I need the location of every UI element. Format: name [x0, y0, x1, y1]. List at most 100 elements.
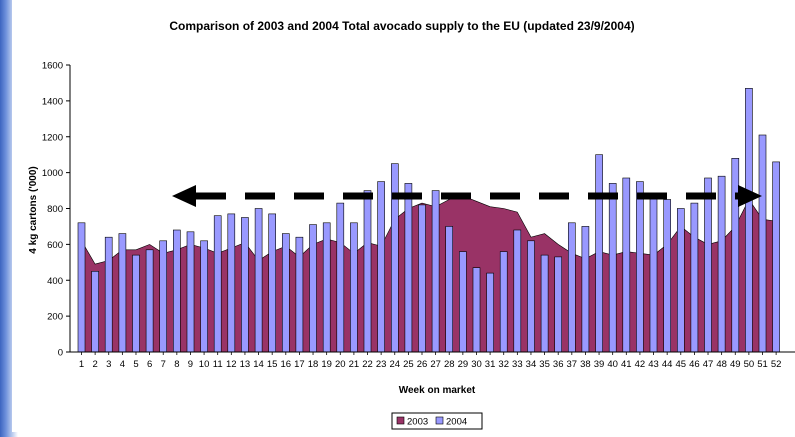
x-tick-label-36: 36	[553, 359, 564, 370]
x-tick-label-45: 45	[675, 359, 686, 370]
legend-swatch-2004	[435, 416, 444, 425]
x-tick-label-16: 16	[281, 359, 292, 370]
bar-2004-week-48	[717, 175, 726, 353]
bar-2004-week-49	[731, 158, 740, 353]
x-tick-label-33: 33	[512, 359, 523, 370]
bar-2004-week-38	[581, 226, 590, 353]
bar-2004-week-22	[363, 190, 372, 353]
legend-label-2004: 2004	[446, 417, 467, 428]
x-tick-label-47: 47	[703, 359, 714, 370]
x-tick-label-7: 7	[161, 359, 166, 370]
bar-2004-week-16	[281, 233, 290, 353]
x-tick-label-42: 42	[635, 359, 646, 370]
legend-label-2003: 2003	[407, 417, 428, 428]
x-tick-label-21: 21	[349, 359, 360, 370]
bar-2004-week-28	[445, 226, 454, 353]
bar-2004-week-18	[309, 224, 317, 353]
bar-2004-week-37	[567, 222, 576, 353]
bar-2004-week-17	[295, 236, 304, 353]
x-tick-label-44: 44	[662, 359, 673, 370]
x-tick-label-1: 1	[79, 359, 84, 370]
y-tick-label-400: 400	[47, 276, 63, 287]
y-tick-label-200: 200	[47, 312, 63, 323]
x-tick-label-6: 6	[147, 359, 152, 370]
x-tick-label-17: 17	[294, 359, 305, 370]
bar-2004-week-23	[377, 181, 385, 353]
bar-2004-week-33	[513, 229, 522, 353]
bar-2004-week-24	[390, 163, 399, 353]
x-tick-label-19: 19	[321, 359, 332, 370]
bar-2004-week-21	[350, 222, 358, 353]
series-2004-layer	[77, 88, 780, 353]
y-tick-label-1200: 1200	[42, 132, 63, 143]
x-tick-label-13: 13	[240, 359, 251, 370]
arrow-head-left	[172, 184, 196, 207]
bar-2004-week-47	[704, 177, 712, 353]
x-tick-label-15: 15	[267, 359, 278, 370]
bar-2004-week-20	[336, 202, 345, 353]
x-tick-label-22: 22	[362, 359, 373, 370]
x-tick-label-20: 20	[335, 359, 346, 370]
x-tick-label-30: 30	[471, 359, 482, 370]
x-tick-label-49: 49	[730, 359, 741, 370]
bar-2004-week-43	[649, 193, 658, 353]
x-tick-label-5: 5	[133, 359, 138, 370]
bar-2004-week-40	[608, 183, 617, 353]
y-tick-label-1600: 1600	[42, 61, 63, 72]
x-tick-label-12: 12	[226, 359, 237, 370]
x-tick-label-3: 3	[106, 359, 111, 370]
bar-2004-week-50	[745, 88, 753, 353]
x-tick-label-40: 40	[607, 359, 618, 370]
x-tick-label-46: 46	[689, 359, 700, 370]
annotation-arrow	[172, 184, 762, 207]
bar-2004-week-39	[595, 154, 603, 353]
x-tick-label-35: 35	[539, 359, 550, 370]
x-tick-label-48: 48	[716, 359, 727, 370]
x-tick-label-4: 4	[120, 359, 125, 370]
x-tick-label-52: 52	[771, 359, 782, 370]
x-tick-label-9: 9	[188, 359, 193, 370]
y-tick-label-800: 800	[47, 204, 63, 215]
x-tick-label-29: 29	[458, 359, 469, 370]
bar-2004-week-29	[459, 251, 467, 353]
x-tick-label-31: 31	[485, 359, 496, 370]
bar-2004-week-12	[227, 213, 236, 353]
x-tick-label-8: 8	[174, 359, 179, 370]
x-tick-label-10: 10	[199, 359, 210, 370]
bar-2004-week-7	[159, 240, 167, 353]
bar-2004-week-35	[540, 254, 549, 353]
x-tick-label-2: 2	[92, 359, 97, 370]
x-axis-label: Week on market	[399, 385, 476, 396]
x-tick-label-24: 24	[389, 359, 400, 370]
x-tick-label-50: 50	[744, 359, 755, 370]
x-tick-label-25: 25	[403, 359, 414, 370]
bar-2004-week-5	[132, 254, 140, 353]
y-axis-label: 4 kg cartons ('000)	[28, 166, 39, 253]
x-tick-label-11: 11	[213, 359, 223, 370]
y-tick-label-1000: 1000	[42, 168, 63, 179]
bar-2004-week-11	[213, 215, 222, 353]
arrow-head-right	[738, 184, 762, 207]
bar-2004-week-26	[418, 204, 426, 353]
x-tick-label-43: 43	[648, 359, 659, 370]
legend: 2003 2004	[391, 412, 483, 430]
bar-2004-week-41	[622, 177, 631, 353]
y-tick-label-600: 600	[47, 240, 63, 251]
y-tick-label-0: 0	[58, 348, 63, 359]
bar-2004-week-1	[77, 222, 86, 353]
bar-2004-week-34	[527, 240, 535, 353]
x-tick-label-41: 41	[621, 359, 632, 370]
bar-2004-week-44	[663, 199, 672, 353]
bar-2004-week-51	[758, 134, 767, 353]
bar-2004-week-3	[104, 236, 113, 353]
bar-2004-week-30	[472, 267, 481, 353]
x-tick-label-23: 23	[376, 359, 387, 370]
x-tick-label-28: 28	[444, 359, 455, 370]
x-tick-label-26: 26	[417, 359, 428, 370]
bar-2004-week-36	[554, 256, 563, 353]
x-tick-label-27: 27	[430, 359, 441, 370]
x-tick-label-34: 34	[526, 359, 537, 370]
